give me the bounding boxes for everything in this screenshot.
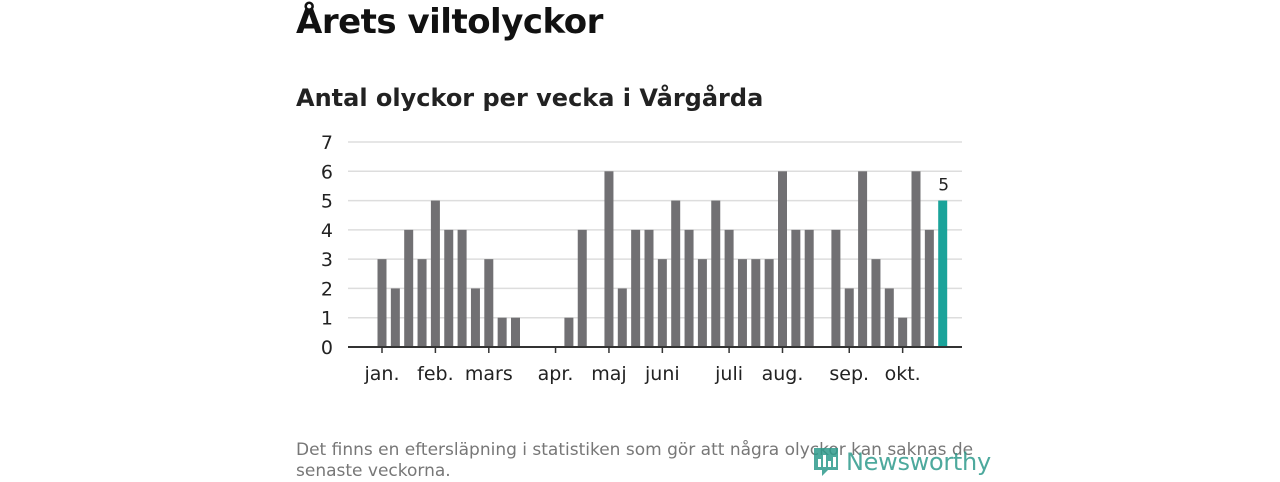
x-tick-label: okt.	[885, 363, 921, 385]
bar	[644, 229, 654, 347]
bar	[404, 229, 414, 347]
x-tick-label: juli	[714, 363, 743, 385]
bar	[497, 317, 507, 347]
bar	[671, 200, 681, 347]
bar	[577, 229, 587, 347]
data-label: 5	[938, 176, 949, 196]
x-tick-label: maj	[591, 363, 626, 385]
chart-title: Årets viltolyckor	[296, 2, 603, 42]
newsworthy-logo: Newsworthy	[812, 444, 991, 480]
bar	[884, 288, 894, 347]
footnote: Det finns en eftersläpning i statistiken…	[296, 440, 974, 481]
y-tick-label: 5	[321, 191, 333, 213]
bar	[617, 288, 627, 347]
bar	[470, 288, 480, 347]
bar	[377, 259, 387, 347]
newsworthy-logo-icon	[814, 448, 838, 476]
bar	[631, 229, 641, 347]
bar	[778, 171, 787, 347]
bar	[911, 171, 921, 347]
highlight-bar	[938, 200, 948, 347]
bar	[858, 171, 868, 347]
bar	[684, 229, 694, 347]
bar	[390, 288, 400, 347]
y-tick-label: 7	[321, 132, 333, 154]
chart-subtitle: Antal olyckor per vecka i Vårgårda	[296, 84, 764, 112]
x-tick-label: sep.	[829, 363, 869, 385]
x-tick-label: aug.	[762, 363, 804, 385]
bar	[457, 229, 467, 347]
bar	[737, 259, 747, 347]
y-tick-label: 2	[321, 278, 333, 300]
bar	[764, 259, 774, 347]
bar	[898, 317, 908, 347]
y-tick-label: 6	[321, 161, 333, 183]
y-tick-label: 4	[321, 220, 333, 242]
bar	[511, 317, 520, 347]
logo-text: Newsworthy	[846, 448, 991, 476]
bar	[417, 259, 427, 347]
bar	[871, 259, 881, 347]
x-tick-label: mars	[465, 363, 513, 385]
bar	[831, 229, 841, 347]
bar	[751, 259, 761, 347]
bar	[604, 171, 614, 347]
bar	[430, 200, 440, 347]
bar	[924, 229, 934, 347]
y-tick-label: 0	[321, 337, 333, 359]
y-tick-label: 3	[321, 249, 333, 271]
x-tick-label: juni	[644, 363, 680, 385]
x-tick-label: apr.	[538, 363, 574, 385]
x-tick-label: jan.	[363, 363, 399, 385]
bar	[657, 259, 667, 347]
bar	[484, 259, 494, 347]
bar	[791, 229, 801, 347]
x-tick-label: feb.	[417, 363, 453, 385]
bar	[444, 229, 454, 347]
bar	[844, 288, 854, 347]
bar	[711, 200, 721, 347]
bar	[697, 259, 707, 347]
y-tick-label: 1	[321, 308, 333, 330]
bar	[724, 229, 734, 347]
bar	[564, 317, 574, 347]
bar	[804, 229, 814, 347]
